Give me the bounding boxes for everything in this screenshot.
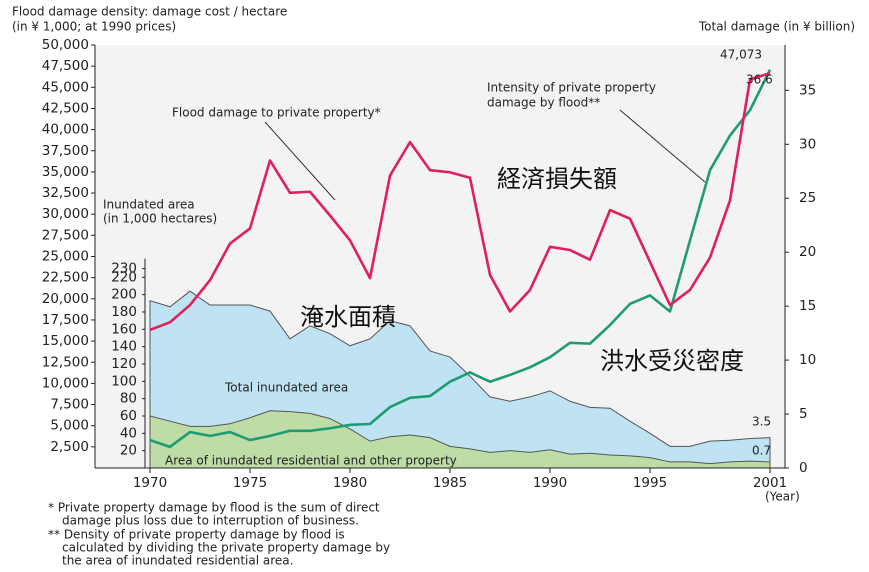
y-tick-label: 50,000 [42,37,89,53]
y-axis-title: (in ¥ 1,000; at 1990 prices) [12,20,176,34]
y-tick-label: 42,500 [42,100,89,116]
x-axis-title: (Year) [765,490,800,504]
y2-tick-label: 15 [799,298,816,314]
y-tick-label: 20,000 [42,291,89,307]
footnote: ** Density of private property damage by… [48,528,345,542]
x-tick-label: 2001 [753,475,787,491]
annotation: 36.6 [746,73,773,87]
y-tick-label: 25,000 [42,249,89,265]
y3-tick-label: 100 [111,373,137,389]
y2-tick-label: 5 [799,406,808,422]
y-tick-label: 7,500 [50,397,89,413]
x-tick-label: 1990 [533,475,567,491]
annotation: 淹水面積 [300,303,396,331]
y3-tick-label: 180 [111,304,137,320]
annotation: 洪水受災密度 [600,347,744,375]
y-tick-label: 47,500 [42,58,89,74]
footnote: damage plus loss due to interruption of … [62,514,359,528]
y-tick-label: 2,500 [50,439,89,455]
y3-tick-label: 40 [120,425,137,441]
y-tick-label: 40,000 [42,122,89,138]
series-label: Area of inundated residential and other … [165,454,457,468]
leader-line [619,109,706,183]
y3-tick-label: 220 [111,269,137,285]
annotation: 3.5 [752,415,771,429]
y3-tick-label: 200 [111,287,137,303]
y-tick-label: 22,500 [42,270,89,286]
y-tick-label: 15,000 [42,333,89,349]
y-tick-label: 10,000 [42,375,89,391]
line [149,69,772,449]
footnote: calculated by dividing the private prope… [62,541,390,555]
y3-tick-label: 80 [120,391,137,407]
y3-tick-label: 230 [111,261,137,277]
annotation: 0.7 [752,444,771,458]
series-label: damage by flood** [487,96,600,110]
y2-tick-label: 25 [799,190,816,206]
y2-tick-label: 20 [799,244,816,260]
y3-tick-label: 20 [120,443,137,459]
footnote: the area of inundated residential area. [62,554,293,568]
y2-tick-label: 35 [799,82,816,98]
y-axis-title: Flood damage density: damage cost / hect… [12,5,287,19]
series-label: Intensity of private property [487,81,656,95]
y-tick-label: 35,000 [42,164,89,180]
y2-tick-label: 0 [799,460,808,476]
y-tick-label: 17,500 [42,312,89,328]
y2-tick-label: 10 [799,352,816,368]
x-tick-label: 1980 [333,475,367,491]
series-label: Flood damage to private property* [172,106,381,120]
y3-tick-label: 160 [111,321,137,337]
y3-tick-label: 140 [111,339,137,355]
y-tick-label: 27,500 [42,227,89,243]
y2-tick-label: 30 [799,136,816,152]
area [149,410,771,469]
line [149,71,771,332]
y-tick-label: 37,500 [42,143,89,159]
annotation: 47,073 [720,48,762,62]
x-tick-label: 1975 [233,475,267,491]
footnote: * Private property damage by flood is th… [48,501,380,515]
leader-line [264,121,336,201]
x-tick-label: 1995 [633,475,667,491]
y2-axis-title: Total damage (in ¥ billion) [698,20,855,34]
annotation: 経済損失額 [497,165,617,193]
y3-axis-title: (in 1,000 hectares) [103,212,217,226]
y-tick-label: 12,500 [42,354,89,370]
marks [149,69,772,469]
series-label: Total inundated area [224,381,348,395]
x-tick-label: 1970 [133,475,167,491]
y-tick-label: 32,500 [42,185,89,201]
y-tick-label: 45,000 [42,79,89,95]
y-tick-label: 5,000 [50,418,89,434]
x-tick-label: 1985 [433,475,467,491]
y3-tick-label: 60 [120,408,137,424]
y3-tick-label: 120 [111,356,137,372]
y-tick-label: 30,000 [42,206,89,222]
y3-axis-title: Inundated area [103,198,195,212]
